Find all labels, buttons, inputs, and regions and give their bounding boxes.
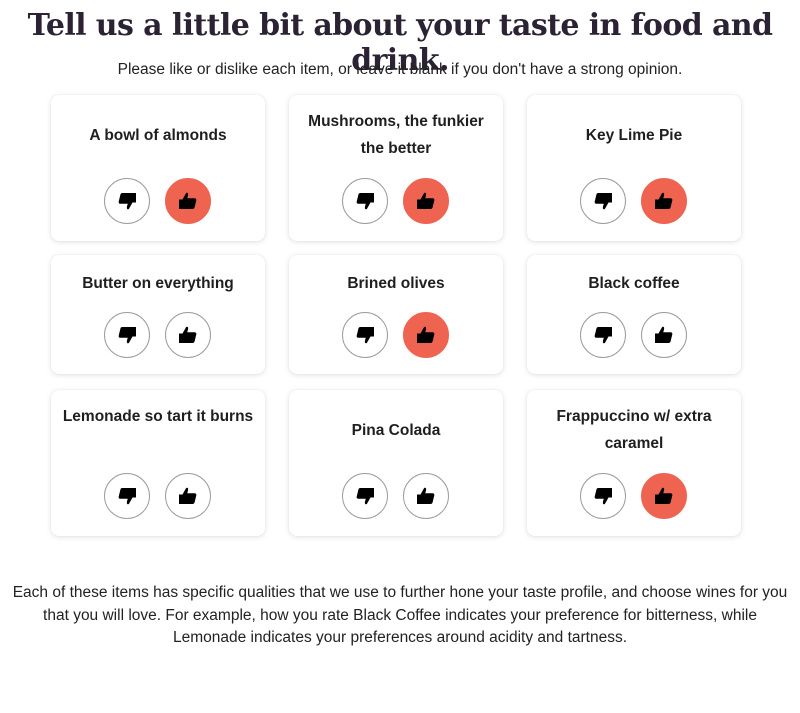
thumbs-down-icon xyxy=(353,323,377,347)
item-card-frappuccino: Frappuccino w/ extra caramel xyxy=(527,390,741,536)
thumbs-down-icon xyxy=(591,189,615,213)
thumbs-up-icon xyxy=(414,323,438,347)
thumbs-up-icon xyxy=(176,484,200,508)
dislike-button[interactable] xyxy=(104,473,150,519)
item-card-key-lime-pie: Key Lime Pie xyxy=(527,95,741,241)
like-button[interactable] xyxy=(403,178,449,224)
item-card-lemonade: Lemonade so tart it burns xyxy=(51,390,265,536)
thumbs-up-icon xyxy=(652,189,676,213)
thumbs-up-icon xyxy=(176,323,200,347)
item-label: Pina Colada xyxy=(351,422,441,439)
item-card-pina-colada: Pina Colada xyxy=(289,390,503,536)
thumbs-down-icon xyxy=(115,189,139,213)
page-title: Tell us a little bit about your taste in… xyxy=(27,8,773,78)
thumbs-up-icon xyxy=(176,189,200,213)
dislike-button[interactable] xyxy=(104,312,150,358)
thumbs-up-icon xyxy=(414,484,438,508)
thumbs-down-icon xyxy=(591,323,615,347)
like-button[interactable] xyxy=(641,473,687,519)
thumbs-down-icon xyxy=(353,189,377,213)
explanation-text: Each of these items has specific qualiti… xyxy=(12,584,788,646)
dislike-button[interactable] xyxy=(342,312,388,358)
thumbs-down-icon xyxy=(115,323,139,347)
dislike-button[interactable] xyxy=(580,312,626,358)
like-button[interactable] xyxy=(165,312,211,358)
item-label: Black coffee xyxy=(588,275,680,292)
like-button[interactable] xyxy=(641,312,687,358)
dislike-button[interactable] xyxy=(104,178,150,224)
item-label: Butter on everything xyxy=(82,275,234,292)
item-card-butter: Butter on everything xyxy=(51,255,265,374)
item-label: Lemonade so tart it burns xyxy=(62,408,254,425)
item-label: Brined olives xyxy=(347,275,445,292)
item-card-brined-olives: Brined olives xyxy=(289,255,503,374)
like-button[interactable] xyxy=(165,473,211,519)
like-button[interactable] xyxy=(403,312,449,358)
thumbs-down-icon xyxy=(591,484,615,508)
page-subtitle: Please like or dislike each item, or lea… xyxy=(117,61,683,78)
item-label: Frappuccino w/ extra caramel xyxy=(556,408,712,452)
item-card-mushrooms: Mushrooms, the funkier the better xyxy=(289,95,503,241)
item-label: Key Lime Pie xyxy=(585,127,683,144)
item-label: A bowl of almonds xyxy=(89,127,227,144)
dislike-button[interactable] xyxy=(342,473,388,519)
thumbs-up-icon xyxy=(652,484,676,508)
item-label: Mushrooms, the funkier the better xyxy=(308,113,484,157)
dislike-button[interactable] xyxy=(342,178,388,224)
thumbs-down-icon xyxy=(353,484,377,508)
item-card-almonds: A bowl of almonds xyxy=(51,95,265,241)
like-button[interactable] xyxy=(403,473,449,519)
dislike-button[interactable] xyxy=(580,473,626,519)
item-card-black-coffee: Black coffee xyxy=(527,255,741,374)
like-button[interactable] xyxy=(165,178,211,224)
like-button[interactable] xyxy=(641,178,687,224)
thumbs-up-icon xyxy=(414,189,438,213)
thumbs-down-icon xyxy=(115,484,139,508)
dislike-button[interactable] xyxy=(580,178,626,224)
thumbs-up-icon xyxy=(652,323,676,347)
